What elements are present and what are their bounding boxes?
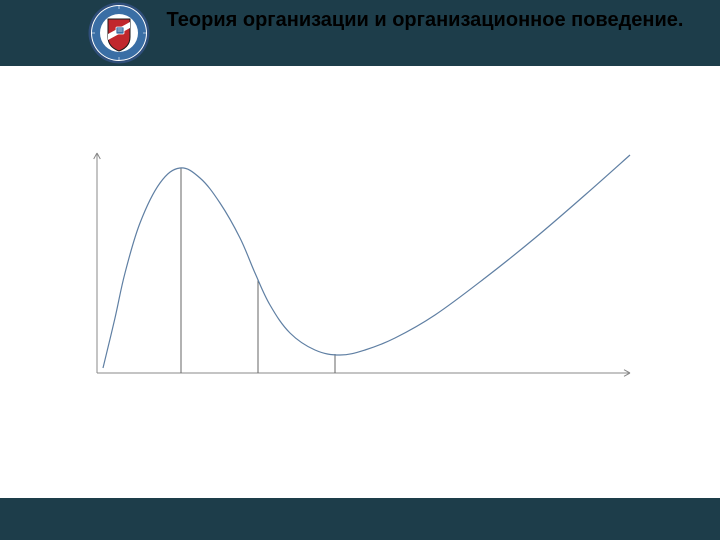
logo-svg <box>88 2 150 64</box>
chart-curve <box>103 155 630 368</box>
chart <box>85 148 635 398</box>
chart-axes <box>94 153 630 376</box>
footer-background <box>0 498 720 540</box>
footer <box>0 498 720 540</box>
chart-vertical-markers <box>181 169 335 374</box>
header: Теория организации и организационное пов… <box>0 0 720 66</box>
slide: Теория организации и организационное пов… <box>0 0 720 540</box>
slide-title: Теория организации и организационное пов… <box>160 8 690 32</box>
chart-svg <box>85 148 635 398</box>
university-logo <box>88 2 150 64</box>
